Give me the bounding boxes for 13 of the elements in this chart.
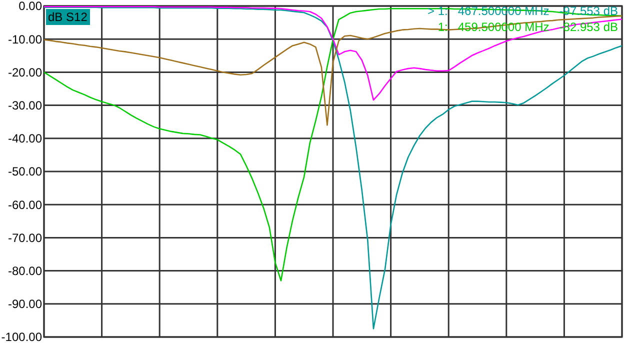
- y-tick-label: -80.00: [8, 264, 42, 278]
- y-tick-label: -60.00: [8, 198, 42, 212]
- y-tick-label: -30.00: [8, 98, 42, 112]
- y-tick-label: -40.00: [8, 132, 42, 146]
- annotation: dB S12: [48, 10, 88, 24]
- line-series: [43, 8, 623, 282]
- y-tick-label: -90.00: [8, 297, 42, 312]
- y-tick-label: -100.00: [1, 330, 42, 343]
- y-tick-label: -20.00: [8, 65, 42, 80]
- y-tick-label: -70.00: [8, 230, 42, 245]
- y-tick-label: -10.00: [8, 32, 42, 46]
- y-tick-label: 0.00: [18, 0, 42, 14]
- y-tick-label: -50.00: [8, 164, 42, 179]
